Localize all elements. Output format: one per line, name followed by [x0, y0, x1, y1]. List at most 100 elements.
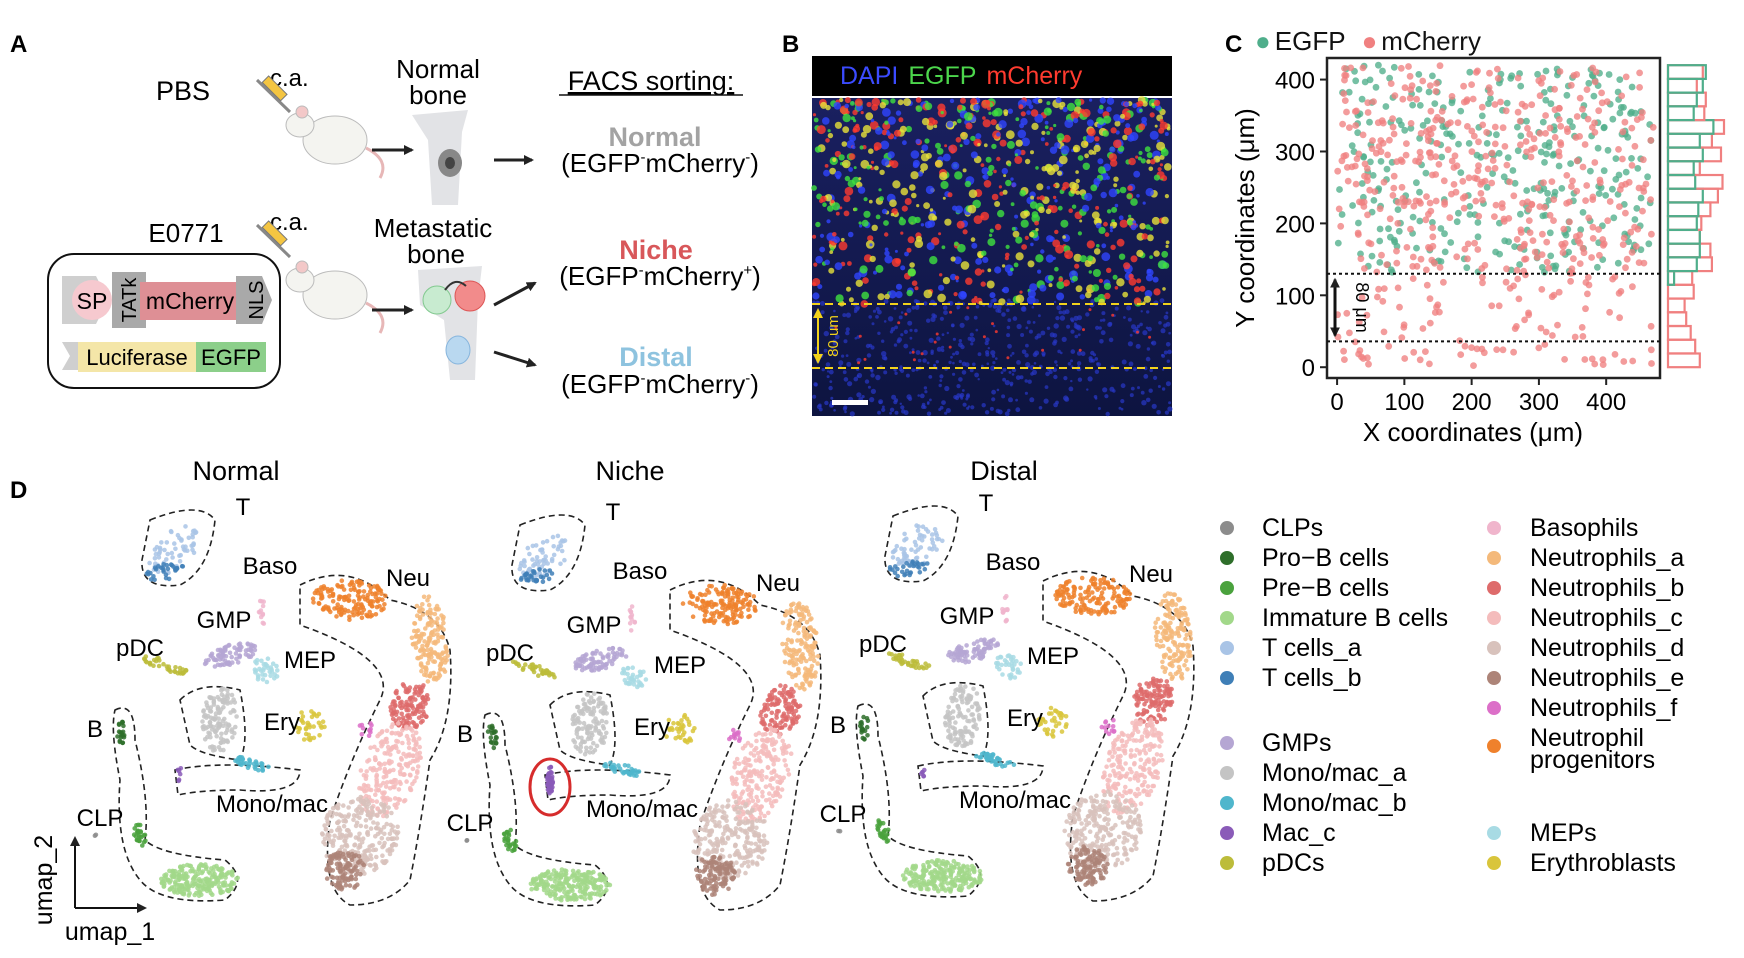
- c-point: [1524, 198, 1531, 206]
- umap-point: [333, 804, 339, 809]
- cell-dot: [824, 164, 829, 168]
- umap-point: [335, 582, 340, 588]
- umap-point: [183, 524, 188, 529]
- nucleus-dot: [1077, 377, 1083, 382]
- cell-dot: [859, 145, 864, 150]
- c-point: [1405, 63, 1412, 70]
- umap-point: [800, 655, 806, 661]
- c-point: [1356, 198, 1363, 206]
- cell-dot: [954, 275, 960, 280]
- umap-point: [367, 848, 372, 853]
- umap-point: [169, 529, 174, 535]
- cell-dot: [1046, 235, 1054, 243]
- umap-point: [761, 744, 767, 750]
- umap-point: [135, 829, 141, 834]
- umap-point: [414, 613, 420, 618]
- umap-point: [253, 670, 258, 675]
- c-point: [1491, 140, 1499, 148]
- umap-point: [369, 805, 375, 811]
- umap-point: [789, 671, 794, 677]
- cell-dot: [954, 171, 963, 180]
- umap-point: [225, 687, 230, 693]
- nucleus-dot: [820, 301, 825, 306]
- umap-point: [348, 799, 354, 805]
- c-point: [1422, 216, 1430, 224]
- c-point: [1547, 100, 1555, 108]
- umap-point: [425, 660, 431, 666]
- cell-dot: [1126, 193, 1133, 200]
- umap-point: [417, 609, 422, 614]
- c-point: [1570, 255, 1577, 263]
- umap-point: [406, 741, 412, 746]
- c-point: [1633, 205, 1641, 212]
- umap-point: [184, 862, 190, 868]
- cell-dot: [1160, 148, 1169, 157]
- nucleus-dot: [969, 332, 974, 337]
- umap-point: [760, 794, 765, 799]
- c-point: [1599, 356, 1607, 363]
- c-point: [1375, 285, 1382, 293]
- umap-point: [339, 885, 345, 890]
- cell-dot: [965, 277, 973, 285]
- c-point: [1429, 124, 1437, 132]
- cluster-label: CLP: [77, 805, 124, 832]
- umap-point: [345, 814, 351, 819]
- nucleus-dot: [1161, 354, 1166, 358]
- cell-dot: [882, 122, 891, 130]
- umap-point: [301, 737, 307, 742]
- c-point: [1628, 124, 1636, 132]
- umap-point: [93, 832, 99, 838]
- umap-point: [373, 792, 378, 797]
- umap-point: [400, 728, 405, 733]
- cell-dot: [1015, 236, 1023, 244]
- c-point: [1492, 248, 1499, 256]
- umap-point: [346, 608, 351, 614]
- cell-dot: [1057, 205, 1063, 211]
- c-point: [1583, 182, 1591, 189]
- hist-bar-mcherry: [1666, 338, 1697, 355]
- c-point: [1546, 229, 1554, 237]
- c-point: [1355, 318, 1363, 326]
- umap-point: [324, 876, 330, 881]
- cell-dot: [1083, 141, 1089, 146]
- group-niche-name: Niche: [619, 235, 693, 265]
- umap-point: [346, 805, 351, 810]
- umap-point: [165, 877, 171, 883]
- cell-dot: [993, 169, 997, 174]
- c-point: [1591, 78, 1599, 86]
- cell-dot: [1133, 170, 1141, 178]
- c-point: [1551, 134, 1559, 141]
- c-point: [1409, 275, 1417, 282]
- cell-dot: [1123, 127, 1133, 136]
- cell-dot: [1048, 283, 1053, 288]
- c-point: [1539, 230, 1546, 238]
- umap-point: [137, 834, 142, 840]
- c-point: [1466, 68, 1474, 76]
- umap-point: [351, 599, 357, 604]
- umap-point: [261, 668, 266, 673]
- hist-bar-mcherry: [1666, 132, 1714, 149]
- umap-point: [745, 809, 750, 815]
- cell-dot: [886, 131, 891, 136]
- umap-point: [803, 673, 808, 678]
- c-point: [1380, 178, 1388, 186]
- umap-point: [809, 674, 814, 679]
- umap-point: [121, 734, 127, 740]
- c-point: [1536, 92, 1544, 100]
- c-point: [1479, 196, 1486, 204]
- c-point: [1517, 210, 1524, 218]
- cell-dot: [974, 268, 983, 276]
- cell-dot: [1098, 278, 1103, 283]
- cell-dot: [1020, 111, 1026, 117]
- nucleus-dot: [1007, 408, 1011, 413]
- nucleus-dot: [1092, 353, 1097, 357]
- umap-point: [382, 831, 387, 837]
- cell-dot: [1015, 252, 1024, 261]
- cluster-outline: [544, 769, 671, 801]
- umap-point: [373, 834, 378, 839]
- stain-labels: DAPI EGFP mCherry: [840, 62, 1083, 90]
- c-point: [1427, 207, 1435, 215]
- umap-point: [404, 699, 409, 705]
- cell-dot: [829, 167, 836, 175]
- c-point: [1517, 132, 1525, 140]
